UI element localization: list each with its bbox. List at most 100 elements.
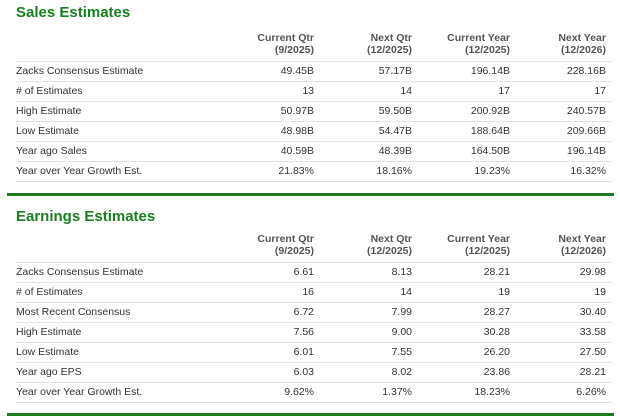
- column-header-current-qtr: Current Qtr (9/2025): [194, 32, 320, 62]
- cell-value: 8.13: [320, 262, 418, 283]
- column-header-next-qtr: Next Qtr (12/2025): [320, 233, 418, 263]
- row-label: Zacks Consensus Estimate: [16, 262, 194, 283]
- row-label: High Estimate: [16, 101, 194, 122]
- cell-value: 48.39B: [320, 141, 418, 162]
- cell-value: 200.92B: [418, 101, 516, 122]
- cell-value: 209.66B: [516, 121, 612, 142]
- label-column-header: [16, 233, 194, 263]
- cell-value: 6.72: [194, 302, 320, 323]
- cell-value: 18.23%: [418, 382, 516, 403]
- cell-value: 7.99: [320, 302, 418, 323]
- cell-value: 28.27: [418, 302, 516, 323]
- cell-value: 18.16%: [320, 161, 418, 182]
- row-label: Low Estimate: [16, 342, 194, 363]
- cell-value: 59.50B: [320, 101, 418, 122]
- cell-value: 9.00: [320, 322, 418, 343]
- table-row: Year ago EPS 6.03 8.02 23.86 28.21: [16, 362, 612, 383]
- table-row: Low Estimate 48.98B 54.47B 188.64B 209.6…: [16, 121, 612, 142]
- column-header-current-year: Current Year (12/2025): [418, 233, 516, 263]
- column-label: Next Year: [558, 32, 606, 44]
- cell-value: 6.01: [194, 342, 320, 363]
- table-row: Most Recent Consensus 6.72 7.99 28.27 30…: [16, 302, 612, 323]
- table-row: Year over Year Growth Est. 21.83% 18.16%…: [16, 161, 612, 182]
- table-row: Low Estimate 6.01 7.55 26.20 27.50: [16, 342, 612, 363]
- column-header-current-qtr: Current Qtr (9/2025): [194, 233, 320, 263]
- table-row: # of Estimates 16 14 19 19: [16, 282, 612, 303]
- table-row: Zacks Consensus Estimate 49.45B 57.17B 1…: [16, 61, 612, 82]
- row-label: Year ago EPS: [16, 362, 194, 383]
- table-row: Year ago Sales 40.59B 48.39B 164.50B 196…: [16, 141, 612, 162]
- cell-value: 14: [320, 282, 418, 303]
- table-row: High Estimate 7.56 9.00 30.28 33.58: [16, 322, 612, 343]
- column-label: Next Year: [558, 233, 606, 245]
- column-period: (9/2025): [274, 245, 314, 257]
- cell-value: 16.32%: [516, 161, 612, 182]
- cell-value: 28.21: [418, 262, 516, 283]
- cell-value: 164.50B: [418, 141, 516, 162]
- cell-value: 50.97B: [194, 101, 320, 122]
- cell-value: 9.62%: [194, 382, 320, 403]
- cell-value: 19: [516, 282, 612, 303]
- cell-value: 6.26%: [516, 382, 612, 403]
- column-label: Current Year: [447, 233, 510, 245]
- cell-value: 196.14B: [516, 141, 612, 162]
- table-row: Zacks Consensus Estimate 6.61 8.13 28.21…: [16, 262, 612, 283]
- cell-value: 240.57B: [516, 101, 612, 122]
- table-row: High Estimate 50.97B 59.50B 200.92B 240.…: [16, 101, 612, 122]
- column-label: Current Qtr: [257, 233, 314, 245]
- cell-value: 6.61: [194, 262, 320, 283]
- earnings-estimates-title: Earnings Estimates: [16, 208, 156, 225]
- cell-value: 28.21: [516, 362, 612, 383]
- column-period: (12/2025): [367, 245, 412, 257]
- column-period: (12/2025): [465, 44, 510, 56]
- cell-value: 19.23%: [418, 161, 516, 182]
- cell-value: 1.37%: [320, 382, 418, 403]
- row-label: Year over Year Growth Est.: [16, 161, 194, 182]
- column-header-next-year: Next Year (12/2026): [516, 233, 612, 263]
- cell-value: 27.50: [516, 342, 612, 363]
- label-column-header: [16, 32, 194, 62]
- column-label: Current Year: [447, 32, 510, 44]
- cell-value: 14: [320, 81, 418, 102]
- cell-value: 8.02: [320, 362, 418, 383]
- cell-value: 54.47B: [320, 121, 418, 142]
- sales-estimates-title: Sales Estimates: [16, 4, 131, 21]
- row-label: Zacks Consensus Estimate: [16, 61, 194, 82]
- column-label: Next Qtr: [370, 233, 412, 245]
- row-label: # of Estimates: [16, 81, 194, 102]
- column-label: Current Qtr: [257, 32, 314, 44]
- column-period: (12/2025): [465, 245, 510, 257]
- row-label: Year over Year Growth Est.: [16, 382, 194, 403]
- sales-estimates-section: Sales Estimates Current Qtr (9/2025) Nex…: [0, 0, 620, 182]
- cell-value: 40.59B: [194, 141, 320, 162]
- cell-value: 17: [516, 81, 612, 102]
- column-header-next-year: Next Year (12/2026): [516, 32, 612, 62]
- cell-value: 7.55: [320, 342, 418, 363]
- sales-estimates-table: Current Qtr (9/2025) Next Qtr (12/2025) …: [16, 32, 612, 182]
- cell-value: 196.14B: [418, 61, 516, 82]
- cell-value: 7.56: [194, 322, 320, 343]
- column-period: (9/2025): [274, 44, 314, 56]
- column-period: (12/2026): [561, 44, 606, 56]
- column-label: Next Qtr: [370, 32, 412, 44]
- row-label: High Estimate: [16, 322, 194, 343]
- cell-value: 188.64B: [418, 121, 516, 142]
- table-row: # of Estimates 13 14 17 17: [16, 81, 612, 102]
- cell-value: 30.28: [418, 322, 516, 343]
- cell-value: 21.83%: [194, 161, 320, 182]
- table-header-row: Current Qtr (9/2025) Next Qtr (12/2025) …: [16, 32, 612, 62]
- row-label: # of Estimates: [16, 282, 194, 303]
- cell-value: 13: [194, 81, 320, 102]
- cell-value: 6.03: [194, 362, 320, 383]
- column-header-current-year: Current Year (12/2025): [418, 32, 516, 62]
- row-label: Most Recent Consensus: [16, 302, 194, 323]
- cell-value: 26.20: [418, 342, 516, 363]
- cell-value: 33.58: [516, 322, 612, 343]
- row-label: Low Estimate: [16, 121, 194, 142]
- cell-value: 228.16B: [516, 61, 612, 82]
- cell-value: 57.17B: [320, 61, 418, 82]
- cell-value: 29.98: [516, 262, 612, 283]
- cell-value: 19: [418, 282, 516, 303]
- cell-value: 48.98B: [194, 121, 320, 142]
- column-header-next-qtr: Next Qtr (12/2025): [320, 32, 418, 62]
